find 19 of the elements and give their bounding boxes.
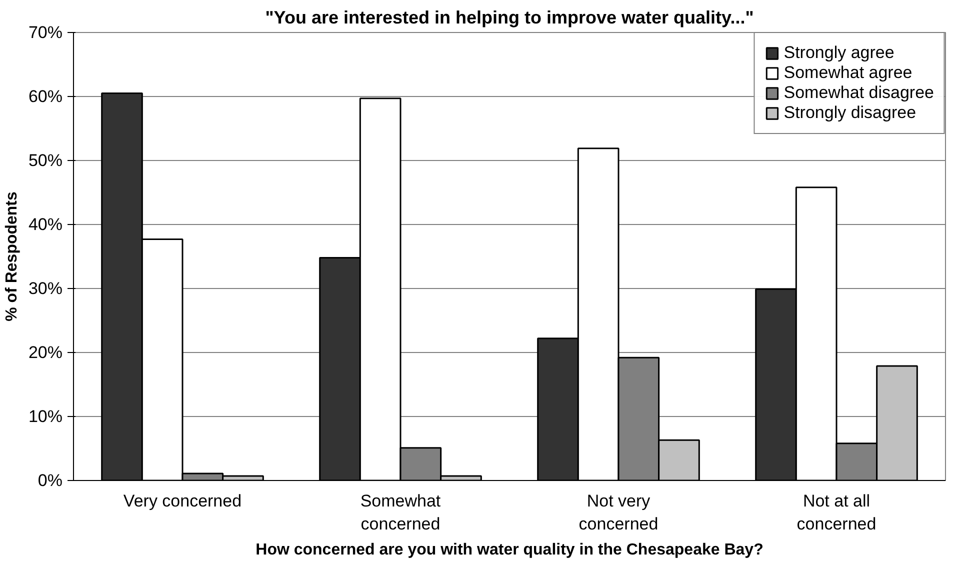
y-axis-title: % of Respodents [3,192,20,322]
legend-label: Strongly agree [784,43,894,63]
y-tick-label: 50% [28,151,63,170]
legend-label: Somewhat disagree [784,83,934,103]
y-tick-label: 20% [28,343,63,362]
x-axis-title: How concerned are you with water quality in the Chesapeake Bay? [256,541,764,558]
y-tick-label: 0% [38,471,63,490]
x-tick-label: Not very concerned [578,492,658,534]
y-tick-label: 70% [28,23,63,42]
x-tick-label: Somewhat concerned [360,492,441,534]
y-tick-label: 30% [28,279,63,298]
y-tick-label: 60% [28,87,63,106]
y-tick-label: 40% [28,215,63,234]
legend-label: Strongly disagree [784,103,916,123]
y-tick-label: 10% [28,407,63,426]
chart-title: "You are interested in helping to improve water quality..." [265,8,754,28]
x-tick-label: Very concerned [123,492,242,510]
x-tick-label: Not at all concerned [796,492,876,534]
legend-label: Somewhat agree [784,63,912,83]
